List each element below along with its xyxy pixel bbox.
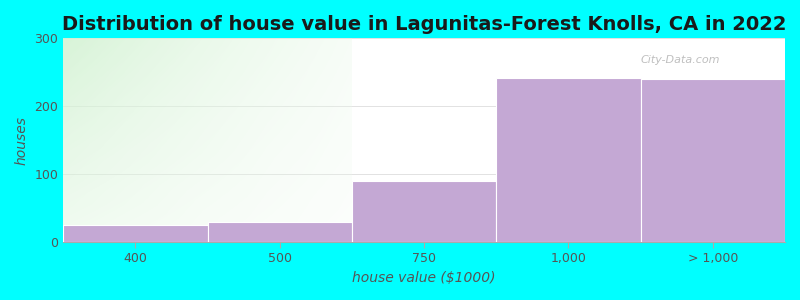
Bar [352, 181, 496, 242]
Title: Distribution of house value in Lagunitas-Forest Knolls, CA in 2022: Distribution of house value in Lagunitas… [62, 15, 786, 34]
Bar [63, 225, 208, 242]
Bar [496, 78, 641, 242]
Text: City-Data.com: City-Data.com [641, 55, 720, 64]
Bar [641, 79, 785, 242]
Y-axis label: houses: houses [15, 116, 29, 165]
Bar [641, 79, 785, 242]
Bar [208, 222, 352, 242]
Bar [208, 222, 352, 242]
X-axis label: house value ($1000): house value ($1000) [352, 271, 496, 285]
Bar [496, 78, 641, 242]
Bar [352, 181, 496, 242]
Bar [63, 225, 208, 242]
